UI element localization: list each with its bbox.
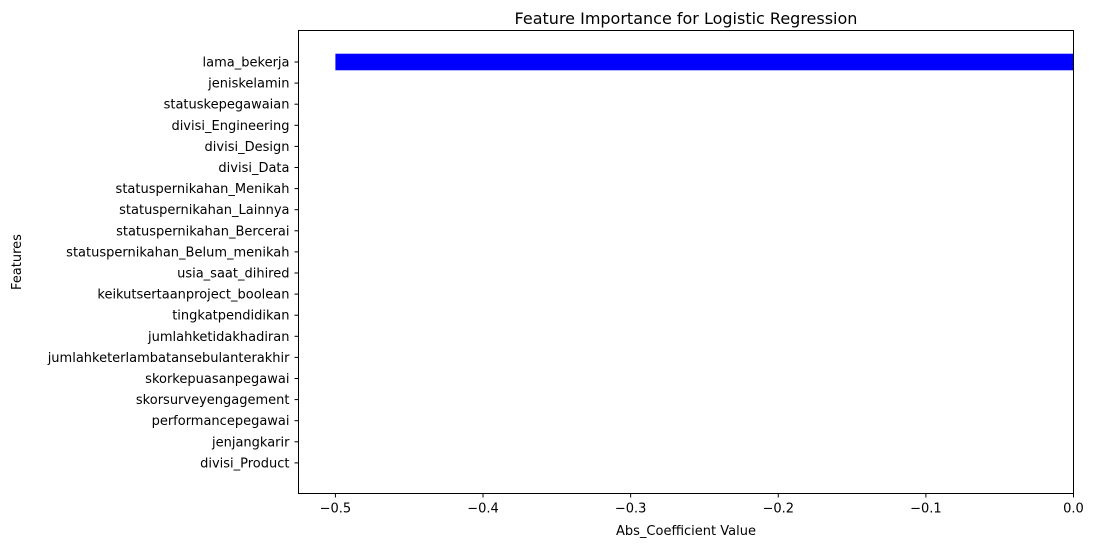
y-tick-label: tingkatpendidikan [172, 309, 289, 324]
y-tick-label: jenjangkarir [211, 435, 290, 450]
y-tick-label: lama_bekerja [203, 56, 290, 71]
x-axis: −0.5 −0.4 −0.3 −0.2 −0.1 0.0 [320, 493, 1084, 517]
y-tick-label: statuspernikahan_Belum_menikah [66, 245, 289, 260]
x-axis-label: Abs_Coefficient Value [616, 524, 756, 539]
x-tick-label: −0.1 [910, 502, 942, 517]
y-tick-label: skorkepuasanpegawai [145, 372, 289, 387]
y-tick-label: divisi_Data [218, 161, 289, 176]
y-tick-label: jumlahketidakhadiran [147, 330, 289, 345]
x-tick-label: −0.5 [320, 502, 352, 517]
y-tick-label: divisi_Product [200, 456, 289, 471]
y-tick-label: skorsurveyengagement [136, 393, 290, 408]
x-tick-label: −0.3 [615, 502, 647, 517]
y-axis: lama_bekerja jeniskelamin statuskepegawaia… [47, 56, 299, 471]
y-tick-label: usia_saat_dihired [177, 267, 289, 282]
y-tick-label: performancepegawai [152, 414, 290, 429]
y-tick-label: statuspernikahan_Bercerai [116, 224, 289, 239]
y-axis-label: Features [10, 234, 25, 290]
y-tick-label: keikutsertaanproject_boolean [97, 288, 289, 303]
y-tick-label: statuspernikahan_Lainnya [119, 203, 289, 218]
bar-lama_bekerja [335, 53, 1074, 71]
x-tick-label: −0.4 [467, 502, 499, 517]
y-tick-label: statuskepegawaian [164, 98, 290, 113]
plot-frame [298, 30, 1074, 494]
y-tick-label: statuspernikahan_Menikah [116, 182, 290, 197]
x-tick-label: −0.2 [762, 502, 794, 517]
chart-title: Feature Importance for Logistic Regressi… [515, 9, 858, 28]
bars-layer [335, 53, 1074, 71]
y-tick-label: divisi_Engineering [171, 119, 289, 134]
y-tick-label: jeniskelamin [207, 77, 289, 92]
y-tick-label: divisi_Design [205, 140, 290, 155]
y-tick-label: jumlahketerlambatansebulanterakhir [47, 351, 290, 366]
x-tick-label: 0.0 [1063, 502, 1084, 517]
